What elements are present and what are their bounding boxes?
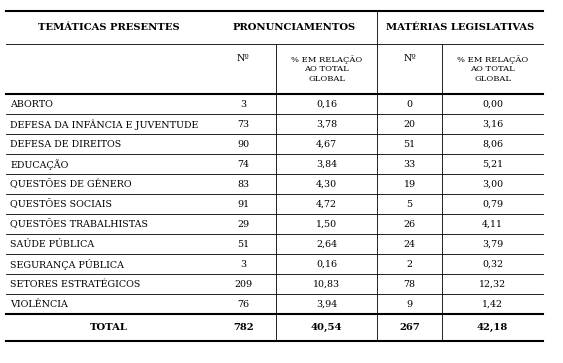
Text: 33: 33	[404, 160, 415, 169]
Text: 91: 91	[238, 200, 249, 209]
Text: SAÚDE PÚBLICA: SAÚDE PÚBLICA	[10, 240, 95, 249]
Text: 73: 73	[238, 120, 249, 129]
Text: 0: 0	[406, 100, 413, 109]
Text: 9: 9	[406, 299, 413, 309]
Text: 1,42: 1,42	[482, 299, 503, 309]
Text: 78: 78	[404, 280, 415, 289]
Text: PRONUNCIAMENTOS: PRONUNCIAMENTOS	[233, 23, 356, 32]
Text: QUESTÕES SOCIAIS: QUESTÕES SOCIAIS	[10, 199, 112, 209]
Text: 24: 24	[404, 240, 415, 249]
Text: 267: 267	[399, 323, 420, 332]
Text: 3,78: 3,78	[316, 120, 337, 129]
Text: MATÉRIAS LEGISLATIVAS: MATÉRIAS LEGISLATIVAS	[386, 23, 534, 32]
Text: 20: 20	[404, 120, 415, 129]
Text: 4,67: 4,67	[316, 140, 337, 149]
Text: SEGURANÇA PÚBLICA: SEGURANÇA PÚBLICA	[10, 258, 124, 270]
Text: 8,06: 8,06	[482, 140, 503, 149]
Text: 29: 29	[238, 220, 249, 229]
Text: ABORTO: ABORTO	[10, 100, 53, 109]
Text: DEFESA DE DIREITOS: DEFESA DE DIREITOS	[10, 140, 122, 149]
Text: % EM RELAÇÃO
AO TOTAL
GLOBAL: % EM RELAÇÃO AO TOTAL GLOBAL	[291, 56, 362, 82]
Text: 0,16: 0,16	[316, 100, 337, 109]
Text: SETORES ESTRATÉGICOS: SETORES ESTRATÉGICOS	[10, 280, 141, 289]
Text: 0,00: 0,00	[482, 100, 503, 109]
Text: 12,32: 12,32	[479, 280, 506, 289]
Text: 51: 51	[238, 240, 249, 249]
Text: 3: 3	[240, 100, 247, 109]
Text: 51: 51	[404, 140, 415, 149]
Text: 1,50: 1,50	[316, 220, 337, 229]
Text: 76: 76	[238, 299, 249, 309]
Text: 2,64: 2,64	[316, 240, 337, 249]
Text: DEFESA DA INFÂNCIA E JUVENTUDE: DEFESA DA INFÂNCIA E JUVENTUDE	[10, 119, 199, 130]
Text: 3,16: 3,16	[482, 120, 503, 129]
Text: TEMÁTICAS PRESENTES: TEMÁTICAS PRESENTES	[38, 23, 179, 32]
Text: 90: 90	[238, 140, 249, 149]
Text: 4,30: 4,30	[316, 180, 337, 189]
Text: QUESTÕES DE GÊNERO: QUESTÕES DE GÊNERO	[10, 179, 132, 189]
Text: 3,94: 3,94	[316, 299, 337, 309]
Text: 209: 209	[234, 280, 253, 289]
Text: 10,83: 10,83	[313, 280, 340, 289]
Text: TOTAL: TOTAL	[90, 323, 127, 332]
Text: % EM RELAÇÃO
AO TOTAL
GLOBAL: % EM RELAÇÃO AO TOTAL GLOBAL	[457, 56, 528, 82]
Text: Nº: Nº	[237, 54, 250, 62]
Text: 3,79: 3,79	[482, 240, 503, 249]
Text: QUESTÕES TRABALHISTAS: QUESTÕES TRABALHISTAS	[10, 219, 148, 229]
Text: 19: 19	[404, 180, 415, 189]
Text: 5,21: 5,21	[482, 160, 503, 169]
Text: 782: 782	[233, 323, 254, 332]
Text: 5: 5	[406, 200, 413, 209]
Text: VIOLÊNCIA: VIOLÊNCIA	[10, 299, 68, 309]
Text: 4,72: 4,72	[316, 200, 337, 209]
Text: 0,16: 0,16	[316, 260, 337, 269]
Text: 83: 83	[238, 180, 249, 189]
Text: 26: 26	[404, 220, 415, 229]
Text: 42,18: 42,18	[477, 323, 508, 332]
Text: EDUCAÇÃO: EDUCAÇÃO	[10, 159, 69, 170]
Text: 3: 3	[240, 260, 247, 269]
Text: 40,54: 40,54	[311, 323, 342, 332]
Text: Nº: Nº	[403, 54, 416, 62]
Text: 3,00: 3,00	[482, 180, 503, 189]
Text: 2: 2	[406, 260, 413, 269]
Text: 0,32: 0,32	[482, 260, 503, 269]
Text: 4,11: 4,11	[482, 220, 503, 229]
Text: 3,84: 3,84	[316, 160, 337, 169]
Text: 74: 74	[238, 160, 249, 169]
Text: 0,79: 0,79	[482, 200, 503, 209]
